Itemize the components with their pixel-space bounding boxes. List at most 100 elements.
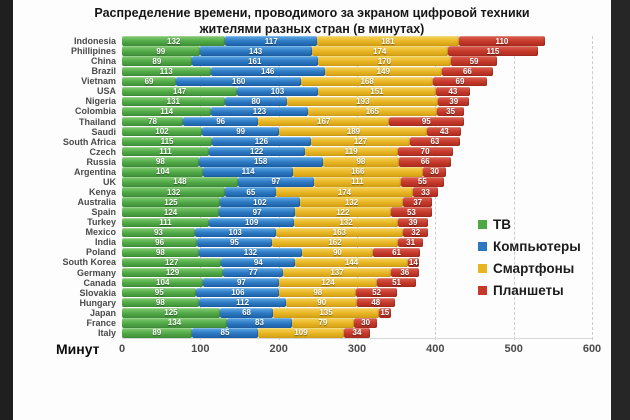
legend-item: Планшеты (478, 283, 581, 298)
bar-value-label: 102 (155, 127, 169, 137)
country-label: Argentina (73, 166, 116, 177)
chart-row: Nigeria 131 80 193 39 (13, 96, 592, 106)
bar-value-label: 31 (406, 237, 416, 247)
bar-segment: 96 (122, 237, 198, 248)
bar-segment: 90 (302, 247, 373, 258)
bar-segment: 129 (122, 267, 224, 278)
bar-value-label: 111 (351, 177, 364, 187)
bar-value-label: 36 (400, 268, 410, 278)
chart-row: China 89 161 170 59 (13, 56, 592, 66)
bar-segment: 30 (353, 318, 378, 328)
bar-value-label: 119 (344, 147, 358, 157)
bar-value-label: 174 (373, 46, 387, 56)
country-label: Slovakia (79, 287, 116, 298)
stacked-bar: 111 109 132 39 (122, 217, 592, 227)
bar-value-label: 126 (254, 137, 269, 147)
bar-value-label: 65 (246, 187, 256, 197)
bar-segment: 117 (225, 36, 318, 46)
bar-value-label: 66 (420, 157, 430, 167)
bar-value-label: 113 (159, 66, 173, 76)
bar-segment: 174 (276, 187, 413, 197)
plot-rows: Indonesia 132 117 181 110 Phillipines 99 143 174… (13, 36, 592, 338)
bar-value-label: 174 (337, 187, 352, 197)
country-label: China (90, 56, 116, 67)
bar-value-label: 93 (153, 227, 163, 237)
chart-title: Распределение времени, проводимого за эк… (13, 5, 611, 38)
bar-value-label: 111 (159, 217, 172, 227)
country-label: Kenya (88, 187, 116, 198)
bar-segment: 51 (376, 277, 417, 288)
bar-segment: 147 (122, 86, 238, 97)
bar-segment: 146 (210, 66, 325, 76)
country-label: UK (103, 176, 116, 187)
stacked-bar: 98 112 90 48 (122, 298, 592, 308)
bar-segment: 123 (211, 106, 308, 117)
bar-segment: 97 (203, 277, 280, 288)
bar-segment: 97 (237, 177, 314, 187)
country-label: Japan (89, 307, 116, 318)
bar-segment: 35 (436, 106, 465, 117)
bar-value-label: 110 (495, 36, 509, 46)
bar-value-label: 43 (439, 127, 449, 137)
bar-segment: 66 (399, 157, 451, 167)
bar-segment: 114 (203, 167, 293, 177)
bar-value-label: 95 (421, 117, 431, 127)
stacked-bar: 69 160 168 69 (122, 76, 592, 86)
bar-segment: 104 (122, 277, 204, 288)
bar-segment: 163 (275, 227, 404, 237)
bar-segment: 148 (122, 177, 238, 187)
chart-title-line2: жителями разных стран (в минутах) (199, 22, 425, 37)
bar-segment: 68 (219, 308, 274, 318)
bar-segment: 111 (313, 177, 401, 187)
bar-value-label: 181 (381, 36, 395, 46)
stacked-bar: 111 122 119 70 (122, 147, 592, 157)
bar-segment: 48 (356, 298, 395, 308)
country-label: Hungary (79, 297, 116, 308)
bar-segment: 43 (436, 86, 470, 97)
bar-value-label: 167 (317, 117, 331, 127)
bar-value-label: 132 (344, 197, 359, 207)
chart-row: Canada 104 97 124 51 (13, 278, 592, 288)
bar-segment: 112 (198, 298, 287, 308)
chart-row: Indonesia 132 117 181 110 (13, 36, 592, 46)
country-label: Australia (77, 197, 116, 208)
legend-item: Смартфоны (478, 261, 581, 276)
chart-row: Czech 111 122 119 70 (13, 147, 592, 157)
chart-row: Spain 124 97 122 53 (13, 207, 592, 217)
bar-value-label: 61 (392, 247, 401, 257)
bar-segment: 95 (197, 237, 272, 248)
bar-segment: 103 (194, 227, 276, 237)
bar-segment: 34 (343, 328, 371, 338)
bar-segment: 166 (292, 167, 423, 177)
bar-value-label: 69 (144, 76, 154, 86)
bar-segment: 43 (427, 126, 462, 137)
bar-segment: 102 (122, 126, 202, 137)
legend: ТВ Компьютеры Смартфоны Планшеты (478, 217, 581, 298)
bar-value-label: 55 (417, 177, 427, 187)
stacked-bar: 98 158 98 66 (122, 157, 592, 167)
legend-swatch-icon (478, 220, 487, 229)
legend-swatch-icon (478, 264, 487, 273)
bar-segment: 14 (407, 257, 419, 268)
bar-value-label: 78 (148, 117, 157, 127)
bar-value-label: 79 (318, 318, 328, 328)
bar-segment: 165 (307, 106, 437, 117)
bar-segment: 134 (122, 318, 227, 328)
bar-value-label: 39 (408, 217, 418, 227)
bar-value-label: 151 (370, 86, 384, 96)
bar-value-label: 98 (356, 157, 366, 167)
stacked-bar: 102 99 189 43 (122, 126, 592, 137)
bar-segment: 37 (403, 197, 433, 207)
bar-value-label: 109 (294, 328, 308, 338)
bar-value-label: 193 (356, 96, 370, 106)
country-label: Poland (85, 247, 116, 258)
bar-value-label: 132 (167, 36, 181, 46)
bar-segment: 94 (221, 257, 296, 268)
bar-segment: 89 (122, 328, 192, 338)
bar-segment: 110 (458, 36, 545, 46)
bar-segment: 102 (219, 197, 300, 207)
stacked-bar: 78 96 167 95 (122, 116, 592, 127)
legend-swatch-icon (478, 286, 487, 295)
bar-segment: 151 (317, 86, 437, 97)
x-tick-label: 400 (426, 343, 445, 355)
